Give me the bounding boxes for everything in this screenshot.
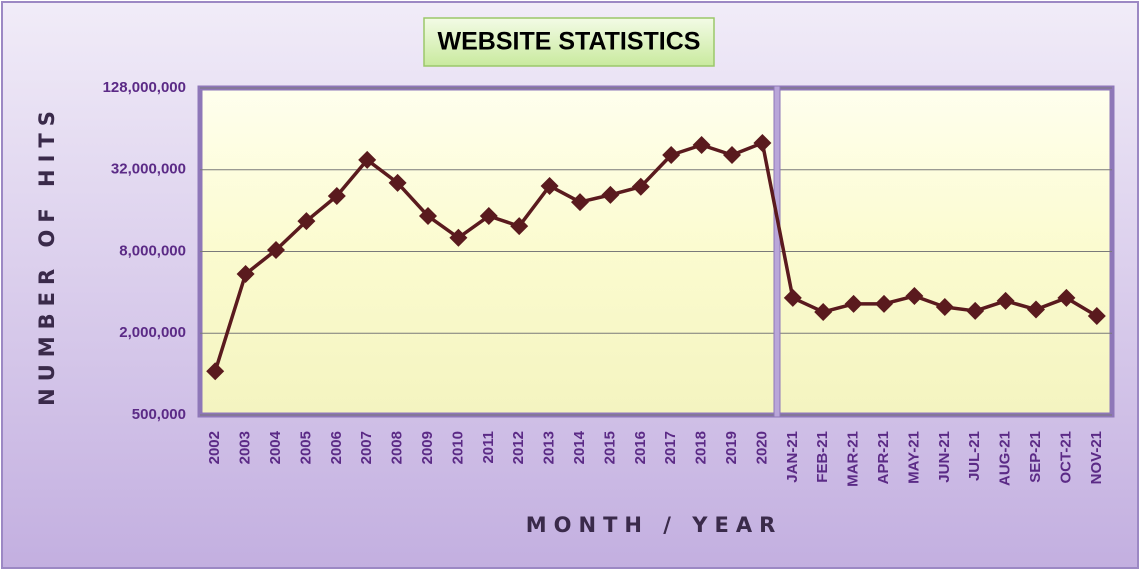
data-marker [540, 176, 559, 195]
data-marker [449, 228, 468, 247]
y-tick-label: 8,000,000 [119, 242, 186, 259]
x-tick-label: JUN-21 [936, 431, 953, 483]
data-marker [236, 265, 255, 284]
data-marker [571, 193, 589, 212]
x-tick-label: 2014 [571, 430, 588, 464]
x-tick-label: 2006 [328, 431, 345, 464]
data-marker [814, 302, 833, 321]
y-axis-label: NUMBER OF HITS [35, 104, 59, 406]
x-axis-label: MONTH / YEAR [526, 513, 783, 537]
y-tick-label: 2,000,000 [119, 324, 186, 341]
data-marker [297, 212, 316, 231]
data-marker [267, 241, 285, 260]
x-tick-label: MAY-21 [905, 431, 922, 484]
x-tick-label: 2016 [632, 431, 649, 464]
x-tick-label: JAN-21 [784, 431, 801, 483]
x-tick-label: 2007 [358, 431, 375, 464]
x-tick-label: 2013 [541, 431, 558, 464]
x-tick-label: 2003 [237, 431, 254, 464]
y-tick-label: 500,000 [132, 406, 186, 423]
x-tick-label: JUL-21 [966, 431, 983, 481]
data-marker [601, 185, 620, 204]
data-marker [966, 301, 985, 320]
data-marker [875, 294, 893, 313]
title-box [423, 17, 715, 67]
data-marker [206, 362, 225, 381]
data-marker [327, 187, 346, 206]
data-marker [510, 217, 529, 236]
x-tick-label: 2002 [206, 431, 223, 464]
x-tick-label: OCT-21 [1057, 431, 1074, 484]
x-tick-label: 2018 [693, 431, 710, 464]
y-tick-label: 128,000,000 [103, 79, 186, 96]
x-tick-label: 2020 [753, 431, 770, 464]
x-tick-label: 2005 [297, 431, 314, 464]
data-marker [783, 288, 802, 307]
period-separator [773, 85, 781, 418]
x-tick-label: NOV-21 [1088, 431, 1105, 484]
x-tick-label: 2009 [419, 431, 436, 464]
x-tick-label: 2019 [723, 431, 740, 464]
data-marker [905, 287, 924, 306]
data-marker [388, 173, 407, 192]
data-marker [1057, 288, 1076, 307]
chart-title: WEBSITE STATISTICS [438, 28, 701, 56]
x-tick-label: SEP-21 [1027, 431, 1044, 483]
x-tick-label: 2008 [389, 431, 406, 464]
data-marker [844, 294, 863, 313]
data-marker [935, 298, 954, 317]
data-marker [723, 145, 741, 164]
data-marker [631, 177, 650, 196]
x-tick-label: AUG-21 [997, 431, 1014, 486]
x-tick-label: MAR-21 [845, 431, 862, 487]
data-marker [1027, 300, 1045, 319]
x-tick-label: APR-21 [875, 431, 892, 484]
data-marker [753, 133, 772, 152]
x-tick-label: 2010 [449, 431, 466, 464]
x-tick-label: 2011 [480, 431, 497, 464]
data-marker [419, 207, 437, 226]
x-tick-label: 2017 [662, 431, 679, 464]
x-tick-label: FEB-21 [814, 431, 831, 483]
data-marker [662, 145, 681, 164]
x-tick-label: 2012 [510, 431, 527, 464]
data-marker [692, 135, 711, 154]
data-marker [479, 207, 498, 226]
x-tick-label: 2015 [601, 431, 618, 464]
data-marker [1087, 306, 1106, 325]
data-marker [996, 291, 1015, 310]
x-tick-label: 2004 [267, 430, 284, 464]
data-marker [358, 150, 377, 169]
y-tick-label: 32,000,000 [111, 161, 186, 178]
